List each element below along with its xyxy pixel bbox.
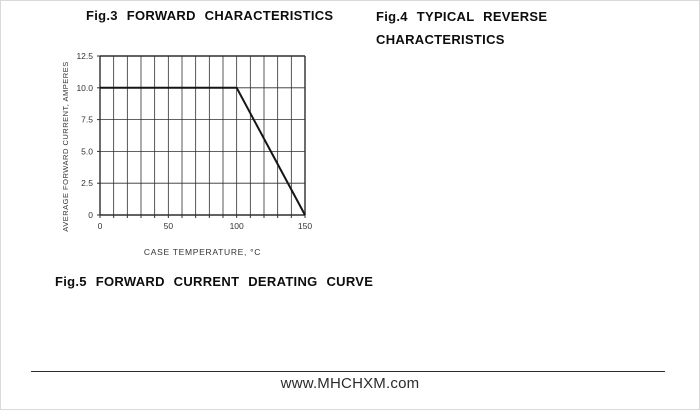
fig4-title-line1: Fig.4 TYPICAL REVERSE [376,9,548,24]
derating-curve-chart: 0 50 100 150 0 2.5 5.0 7.5 10.0 12.5 CASE TEMPERAT… [61,51,312,257]
fig3-title: Fig.3 FORWARD CHARACTERISTICS [86,8,334,23]
svg-text:50: 50 [164,221,174,231]
svg-text:12.5: 12.5 [76,51,93,61]
svg-text:100: 100 [230,221,244,231]
footer-url: www.MHCHXM.com [280,375,420,392]
svg-text:AVERAGE FORWARD CURRENT, AMPER: AVERAGE FORWARD CURRENT, AMPERES [61,61,70,231]
fig4-title: Fig.4 TYPICAL REVERSE CHARACTERISTICS [376,5,547,51]
svg-text:CASE TEMPERATURE, °C: CASE TEMPERATURE, °C [144,247,261,257]
svg-text:10.0: 10.0 [76,83,93,93]
footer-divider [31,371,665,372]
svg-text:150: 150 [298,221,312,231]
svg-text:7.5: 7.5 [81,115,93,125]
svg-text:5.0: 5.0 [81,146,93,156]
svg-text:0: 0 [98,221,103,231]
svg-text:2.5: 2.5 [81,178,93,188]
fig4-title-line2: CHARACTERISTICS [376,32,505,47]
fig5-caption: Fig.5 FORWARD CURRENT DERATING CURVE [55,274,374,289]
svg-text:0: 0 [88,210,93,220]
